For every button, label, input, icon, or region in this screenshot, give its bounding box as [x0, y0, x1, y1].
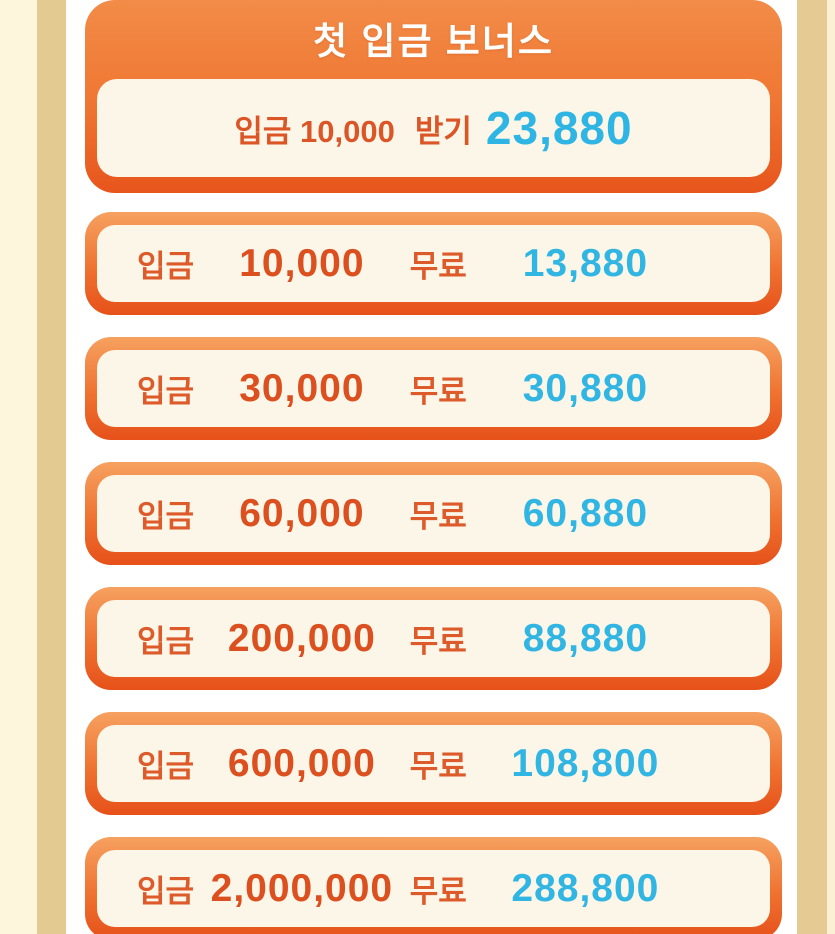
bonus-tier-row-inner: 입금 200,000 무료 88,880 — [97, 600, 770, 677]
free-label: 무료 — [409, 374, 467, 409]
bonus-tier-row-inner: 입금 600,000 무료 108,800 — [97, 725, 770, 802]
bonus-tier-row-inner: 입금 10,000 무료 13,880 — [97, 225, 770, 302]
deposit-amount: 60,000 — [239, 491, 365, 535]
claim-bonus-button[interactable]: 입금 10,000 받기 23,880 — [97, 79, 770, 177]
deposit-amount: 10,000 — [239, 241, 365, 285]
left-outer-frame — [0, 0, 37, 934]
bonus-amount: 108,800 — [511, 741, 660, 785]
first-deposit-bonus-card: 첫 입금 보너스 입금 10,000 받기 23,880 — [85, 0, 782, 193]
left-frame-border — [37, 0, 66, 934]
free-label: 무료 — [409, 874, 467, 909]
bonus-tier-row-inner: 입금 60,000 무료 60,880 — [97, 475, 770, 552]
bonus-amount: 88,880 — [522, 616, 649, 660]
bonus-amount: 13,880 — [522, 241, 649, 285]
bonus-tier-row-inner: 입금 2,000,000 무료 288,800 — [97, 850, 770, 927]
deposit-label: 입금 — [137, 374, 195, 409]
bonus-amount: 288,800 — [511, 866, 660, 910]
deposit-label: 입금 — [137, 249, 195, 284]
deposit-label: 입금 — [137, 624, 195, 659]
claim-label: 받기 — [414, 113, 472, 149]
bonus-tier-list: 입금 10,000 무료 13,880 입금 30,000 무료 30,880 … — [85, 212, 782, 934]
right-frame-border — [797, 0, 827, 934]
hero-deposit-text: 입금 10,000 — [234, 113, 395, 149]
deposit-label: 입금 — [137, 874, 195, 909]
bonus-content-column: 첫 입금 보너스 입금 10,000 받기 23,880 입금 10,000 무… — [85, 0, 782, 934]
deposit-amount: 200,000 — [227, 616, 376, 660]
free-label: 무료 — [409, 499, 467, 534]
free-label: 무료 — [409, 749, 467, 784]
deposit-label: 입금 — [137, 499, 195, 534]
bonus-amount: 60,880 — [522, 491, 649, 535]
deposit-amount: 600,000 — [227, 741, 376, 785]
right-outer-frame — [827, 0, 835, 934]
deposit-amount: 30,000 — [239, 366, 365, 410]
free-label: 무료 — [409, 249, 467, 284]
bonus-tier-row-inner: 입금 30,000 무료 30,880 — [97, 350, 770, 427]
bonus-tier-row[interactable]: 입금 600,000 무료 108,800 — [85, 712, 782, 815]
bonus-tier-row[interactable]: 입금 30,000 무료 30,880 — [85, 337, 782, 440]
bonus-tier-row[interactable]: 입금 2,000,000 무료 288,800 — [85, 837, 782, 934]
bonus-tier-row[interactable]: 입금 200,000 무료 88,880 — [85, 587, 782, 690]
bonus-amount: 30,880 — [522, 366, 649, 410]
bonus-tier-row[interactable]: 입금 10,000 무료 13,880 — [85, 212, 782, 315]
deposit-amount: 2,000,000 — [210, 866, 394, 910]
free-label: 무료 — [409, 624, 467, 659]
hero-bonus-value: 23,880 — [485, 102, 633, 154]
bonus-tier-row[interactable]: 입금 60,000 무료 60,880 — [85, 462, 782, 565]
page-title: 첫 입금 보너스 — [313, 21, 554, 62]
deposit-label: 입금 — [137, 749, 195, 784]
